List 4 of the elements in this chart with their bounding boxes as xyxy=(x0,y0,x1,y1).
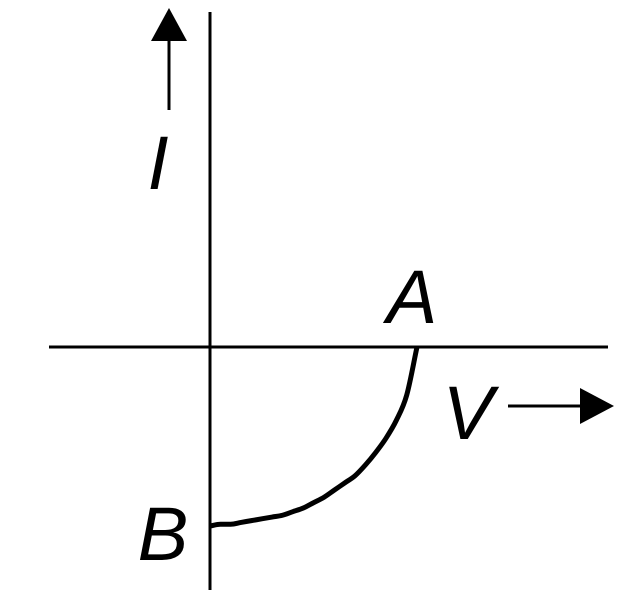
x-axis-title: V xyxy=(442,371,500,456)
y-axis-title: I xyxy=(147,121,169,206)
text: B xyxy=(138,492,188,577)
annotation: A xyxy=(382,255,438,340)
